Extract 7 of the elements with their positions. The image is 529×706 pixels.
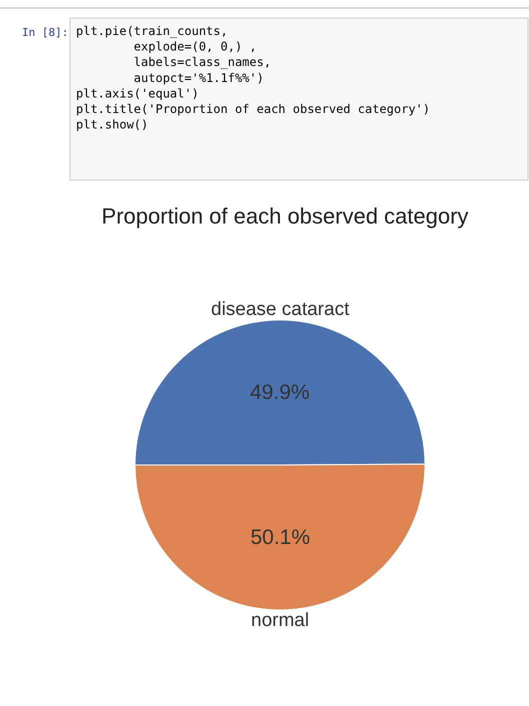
text: plt.pie(train_counts, explode=(0, 0,) , labels=class_names, autopct='%1.1f%%') plt.axis('equal') plt.title('Proportion of each observed category') plt.show(): [76, 24, 430, 132]
chart-title: Proportion of each observed category: [102, 204, 468, 229]
data-label: 50.1%: [250, 526, 310, 549]
slice-label: disease cataract: [211, 299, 350, 320]
text: In [8]:: [22, 26, 68, 39]
slice-label: normal: [251, 610, 310, 631]
data-label: 49.9%: [250, 381, 310, 404]
